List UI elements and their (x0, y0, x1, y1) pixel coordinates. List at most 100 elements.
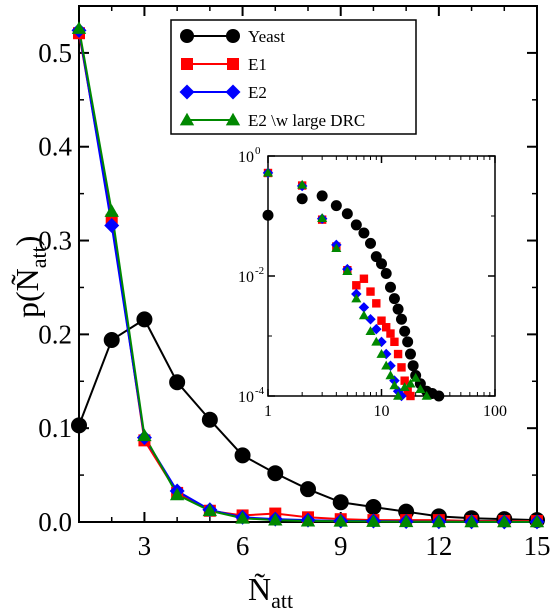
y-tick-label: 0.1 (38, 413, 72, 443)
inset-data-point (296, 193, 308, 205)
data-point (300, 481, 316, 498)
legend-marker (225, 112, 241, 126)
data-point (169, 487, 185, 501)
inset-y-tick-exponent: 0 (255, 145, 261, 157)
legend: Yeast E1 E2 E2 \w large DRC (170, 19, 417, 135)
inset-data-point (342, 266, 353, 276)
inset-data-point (331, 243, 342, 253)
x-tick-label: 12 (425, 531, 452, 561)
y-axis-label-close: ) (9, 236, 45, 247)
inset-data-point (297, 179, 308, 189)
inset-data-point (359, 274, 369, 283)
legend-marker (179, 112, 195, 126)
inset-data-point (402, 336, 414, 348)
inset-data-point (400, 376, 409, 385)
y-tick-label: 0.3 (38, 226, 72, 256)
legend-label: E2 (248, 83, 267, 102)
x-tick-label: 3 (138, 531, 152, 561)
main-series (71, 21, 545, 530)
inset-data-point (399, 382, 410, 392)
data-point (497, 514, 512, 528)
inset-data-point (397, 363, 406, 372)
inset-data-point (407, 360, 419, 372)
data-point (201, 411, 218, 428)
inset-data-point (351, 293, 362, 303)
y-tick-label: 0.4 (38, 132, 72, 162)
legend-label: E2 \w large DRC (248, 111, 365, 130)
inset-data-point (406, 391, 415, 401)
inset-data-point (410, 372, 421, 382)
inset-data-point (433, 390, 445, 402)
inset-data-point (317, 213, 328, 222)
data-point (529, 514, 545, 528)
data-point (431, 514, 447, 528)
inset-data-point (386, 329, 395, 338)
inset-data-point (385, 370, 396, 380)
inset-data-point (381, 360, 392, 370)
inset-data-point (358, 310, 369, 320)
legend-marker (180, 29, 194, 43)
legend-entries: Yeast E1 E2 E2 \w large DRC (179, 27, 365, 130)
inset-data-point (358, 227, 370, 239)
inset-data-point (405, 378, 416, 388)
inset-data-point (421, 390, 432, 400)
data-point (169, 374, 186, 391)
data-point (202, 503, 218, 517)
data-point (332, 494, 349, 511)
data-point (234, 447, 251, 464)
inset-data-point (393, 349, 403, 359)
x-axis-label-sub: att (271, 588, 293, 613)
legend-marker (179, 84, 195, 100)
inset-data-point (262, 167, 274, 177)
y-axis-label-sub: att (26, 246, 51, 268)
inset-y-tick-label: 10 (238, 149, 254, 166)
inset-data-point (393, 390, 404, 400)
x-axis-label-main: Ñ (248, 571, 271, 607)
legend-marker (227, 58, 239, 70)
inset-data-point (330, 200, 342, 212)
inset-data-point (352, 281, 361, 290)
x-axis-label: Ñatt (248, 571, 293, 613)
x-tick-label: 6 (236, 531, 250, 561)
data-point (267, 465, 284, 482)
legend-marker (226, 29, 240, 43)
inset-data-point (399, 325, 411, 337)
inset-data-point (381, 323, 391, 332)
y-tick-label: 0.5 (38, 38, 72, 68)
data-point (137, 428, 152, 442)
data-point (136, 311, 153, 328)
data-point (365, 498, 382, 515)
inset-data-point (262, 209, 274, 221)
inset-data-point (404, 348, 416, 360)
data-point (104, 204, 119, 217)
data-point (300, 513, 316, 527)
inset-data-point (350, 219, 362, 231)
data-point (333, 514, 348, 527)
inset-data-point (377, 316, 386, 325)
inset-data-point (365, 326, 376, 336)
inset-data-point (376, 349, 387, 358)
inset-data-point (365, 314, 376, 325)
data-point (398, 514, 414, 528)
inset-y-tick-label: 10 (238, 389, 254, 406)
inset-x-tick-label: 1 (264, 403, 272, 420)
inset-data-point (389, 380, 400, 390)
y-tick-label: 0.2 (38, 319, 72, 349)
legend-box (170, 19, 417, 135)
data-point (104, 218, 120, 234)
data-point (103, 331, 120, 348)
inset-data-point (371, 336, 382, 346)
inset-data-point (365, 237, 377, 249)
legend-label: Yeast (248, 27, 285, 46)
inset-data-point (316, 190, 328, 202)
x-tick-label: 9 (334, 531, 348, 561)
inset-series (262, 167, 445, 402)
inset-data-point (395, 313, 407, 325)
inset-data-point (372, 299, 381, 308)
inset-data-point (358, 302, 370, 313)
x-tick-label: 15 (524, 531, 551, 561)
legend-marker (181, 58, 193, 70)
